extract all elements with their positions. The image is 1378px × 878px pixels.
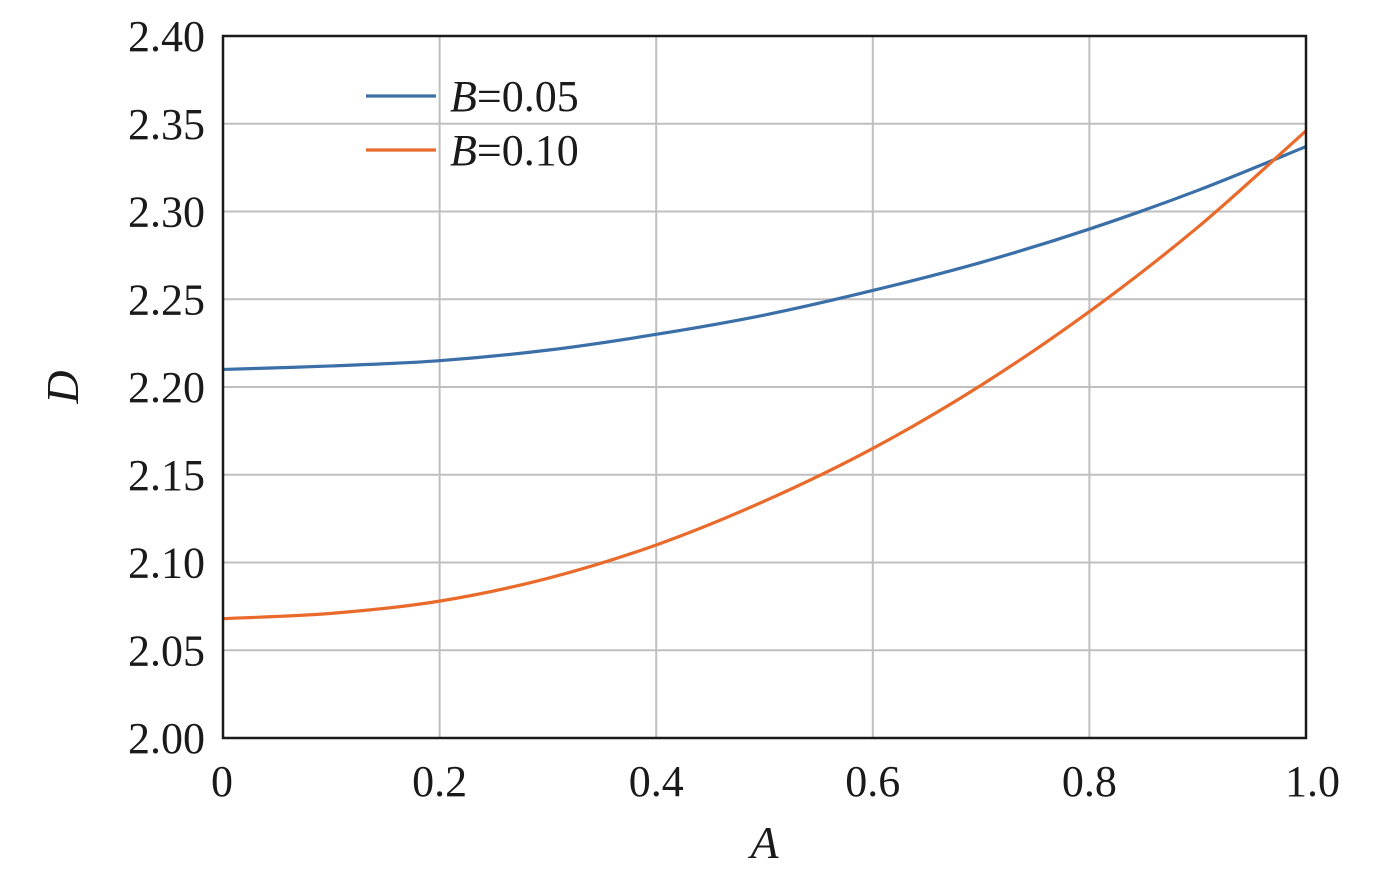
legend: B=0.05B=0.10 [366, 72, 579, 175]
y-tick-label: 2.30 [128, 188, 205, 237]
x-tick-label: 0 [211, 757, 233, 806]
y-tick-label: 2.35 [128, 100, 205, 149]
x-tick-label: 0.4 [629, 757, 684, 806]
x-tick-label: 1.0 [1285, 757, 1340, 806]
y-tick-label: 2.05 [128, 626, 205, 675]
y-tick-label: 2.10 [128, 539, 205, 588]
legend-label-1: B=0.05 [450, 72, 579, 121]
legend-label-variable: B [450, 72, 477, 121]
x-tick-label: 0.8 [1062, 757, 1117, 806]
series-lines [222, 129, 1308, 621]
legend-label-variable: B [450, 126, 477, 175]
series-line-1 [222, 145, 1307, 372]
grid [222, 35, 1307, 739]
y-tick-label: 2.25 [128, 275, 205, 324]
legend-label-2: B=0.10 [450, 126, 579, 175]
x-tick-label: 0.6 [845, 757, 900, 806]
legend-label-value: =0.05 [477, 72, 579, 121]
y-tick-label: 2.00 [128, 714, 205, 763]
series-line-2 [222, 129, 1308, 621]
x-axis-label: A [747, 817, 779, 868]
y-tick-label: 2.15 [128, 451, 205, 500]
y-tick-label: 2.40 [128, 12, 205, 61]
x-tick-label: 0.2 [412, 757, 467, 806]
y-axis-label: D [37, 370, 88, 404]
y-tick-label: 2.20 [128, 363, 205, 412]
x-tick-labels: 0 0.2 0.4 0.6 0.8 1.0 [211, 757, 1340, 806]
legend-label-value: =0.10 [477, 126, 579, 175]
y-tick-labels: 2.00 2.05 2.10 2.15 2.20 2.25 2.30 2.35 2.40 [128, 12, 205, 763]
plot-frame [221, 34, 1308, 740]
